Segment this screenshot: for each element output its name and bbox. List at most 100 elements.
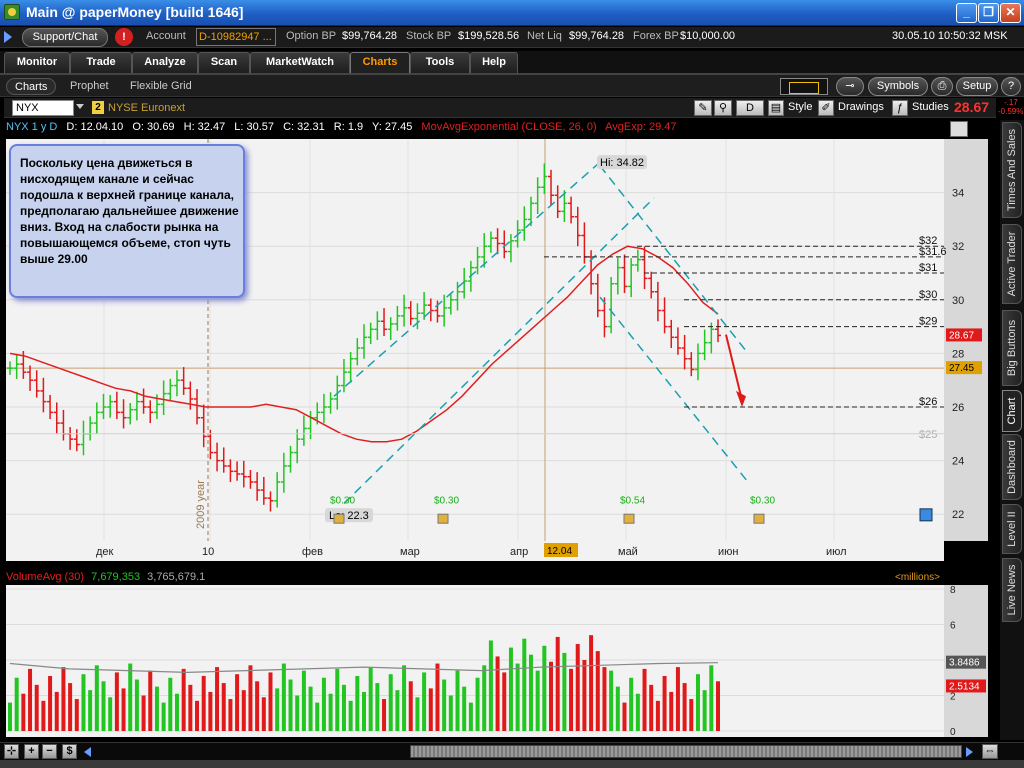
chart-toolbar: NYX 2 NYSE Euronext ✎ ⚲ D ▤ Style ✐ Draw…: [4, 98, 1023, 118]
horizontal-scrollbar[interactable]: [410, 745, 962, 758]
volume-bar: [582, 660, 587, 731]
volume-avg-value: 3,765,679.1: [147, 571, 206, 583]
help-icon[interactable]: ?: [1001, 77, 1021, 96]
volume-bar: [442, 679, 447, 731]
dividend-label: $0.54: [620, 495, 645, 506]
volume-bar: [188, 684, 193, 731]
drawings-button[interactable]: Drawings: [838, 101, 884, 113]
volume-bar: [515, 663, 520, 731]
restore-icon[interactable]: ❐: [978, 3, 999, 23]
subtab-charts[interactable]: Charts: [6, 78, 57, 95]
volume-bar: [88, 690, 93, 731]
tab-scan[interactable]: Scan: [198, 52, 250, 73]
link-icon[interactable]: ⊸: [836, 77, 864, 96]
tab-monitor[interactable]: Monitor: [4, 52, 70, 73]
dollar-icon[interactable]: $: [62, 744, 77, 759]
chevron-down-icon[interactable]: [76, 104, 84, 109]
volume-bar: [589, 635, 594, 731]
volume-bar: [295, 695, 300, 731]
drawing-tool-icon[interactable]: ⊹: [4, 744, 19, 759]
studies-button[interactable]: Studies: [912, 101, 949, 113]
volume-study-name[interactable]: VolumeAvg (30): [6, 571, 85, 583]
account-label: Account: [146, 30, 186, 42]
volume-bar: [21, 693, 26, 731]
bar-date: D: 12.04.10: [66, 121, 124, 133]
price-tick-label: 34: [952, 188, 964, 200]
drawings-icon[interactable]: ✐: [818, 100, 834, 116]
time-tick-label: мар: [400, 546, 420, 558]
level-label: $32: [919, 235, 937, 247]
rtab-big-buttons[interactable]: Big Buttons: [1002, 310, 1022, 386]
symbol-input[interactable]: NYX: [12, 100, 74, 116]
volume-bar: [455, 670, 460, 731]
period-button[interactable]: D: [736, 100, 764, 116]
volume-bar: [662, 675, 667, 731]
link-group-badge[interactable]: 2: [92, 101, 104, 114]
volume-bar: [562, 652, 567, 731]
scroll-right-icon[interactable]: [966, 747, 973, 757]
volume-bar: [81, 674, 86, 731]
expand-time-icon[interactable]: ⇔: [982, 744, 998, 759]
scroll-left-icon[interactable]: [84, 747, 91, 757]
alert-icon[interactable]: !: [115, 28, 133, 46]
tab-analyze[interactable]: Analyze: [132, 52, 198, 73]
symbols-button[interactable]: Symbols: [868, 77, 928, 96]
chart-panel[interactable]: 34 32 30 28 26 24 22 дек 10 фев мар апр май июн июл 200…: [4, 119, 996, 743]
volume-bar: [428, 688, 433, 731]
rtab-active-trader[interactable]: Active Trader: [1002, 224, 1022, 304]
tab-help[interactable]: Help: [470, 52, 518, 73]
dividend-icon: [753, 513, 765, 524]
zoom-out-icon[interactable]: −: [42, 744, 57, 759]
subtab-prophet[interactable]: Prophet: [70, 80, 109, 92]
close-icon[interactable]: ✕: [1000, 3, 1021, 23]
symbol-period[interactable]: NYX 1 y D: [6, 121, 58, 133]
chart-settings-icon[interactable]: [950, 121, 968, 137]
color-swatch[interactable]: [780, 78, 828, 95]
minimize-icon[interactable]: _: [956, 3, 977, 23]
volume-bar: [315, 702, 320, 731]
style-icon[interactable]: ▤: [768, 100, 784, 116]
volume-bar: [288, 679, 293, 731]
volume-bar: [168, 677, 173, 731]
tab-charts[interactable]: Charts: [350, 52, 410, 73]
tools-icon[interactable]: ✎: [694, 100, 712, 116]
rtab-live-news[interactable]: Live News: [1002, 558, 1022, 622]
rtab-chart[interactable]: Chart: [1002, 390, 1022, 432]
style-button[interactable]: Style: [788, 101, 813, 113]
volume-bar: [682, 683, 687, 731]
volume-avg-box: [946, 655, 986, 669]
rtab-dashboard[interactable]: Dashboard: [1002, 434, 1022, 500]
volume-bar: [8, 702, 12, 731]
volume-bar: [108, 697, 113, 731]
expand-arrow-icon[interactable]: [4, 31, 12, 43]
volume-bar: [61, 667, 66, 731]
volume-bar: [709, 665, 714, 731]
support-chat-button[interactable]: Support/Chat: [22, 28, 108, 47]
volume-last-box-label: 2.5134: [949, 681, 980, 692]
zoom-in-icon[interactable]: +: [24, 744, 39, 759]
rtab-level-ii[interactable]: Level II: [1002, 504, 1022, 554]
volume-bar: [248, 665, 253, 731]
volume-bar: [669, 691, 674, 731]
tab-tools[interactable]: Tools: [410, 52, 470, 73]
setup-button[interactable]: Setup: [956, 77, 998, 96]
pin-icon[interactable]: ⚲: [714, 100, 732, 116]
volume-bar: [528, 654, 533, 731]
volume-bar: [215, 667, 220, 731]
studies-icon[interactable]: ƒ: [892, 100, 908, 116]
volume-bar: [321, 677, 326, 731]
study-value: AvgExp: 29.47: [605, 121, 677, 133]
tab-trade[interactable]: Trade: [70, 52, 132, 73]
study-name[interactable]: MovAvgExponential (CLOSE, 26, 0): [421, 121, 597, 133]
volume-bar: [94, 665, 99, 731]
price-tick-label: 30: [952, 295, 964, 307]
rtab-times-and-sales[interactable]: Times And Sales: [1002, 122, 1022, 218]
print-icon[interactable]: ⎙: [931, 77, 953, 96]
tab-marketwatch[interactable]: MarketWatch: [250, 52, 350, 73]
subtab-flexible-grid[interactable]: Flexible Grid: [130, 80, 192, 92]
volume-bar: [475, 677, 480, 731]
account-select[interactable]: D-10982947 ...: [196, 28, 276, 46]
forex-bp-value: $10,000.00: [680, 30, 736, 42]
volume-bar: [161, 702, 166, 731]
